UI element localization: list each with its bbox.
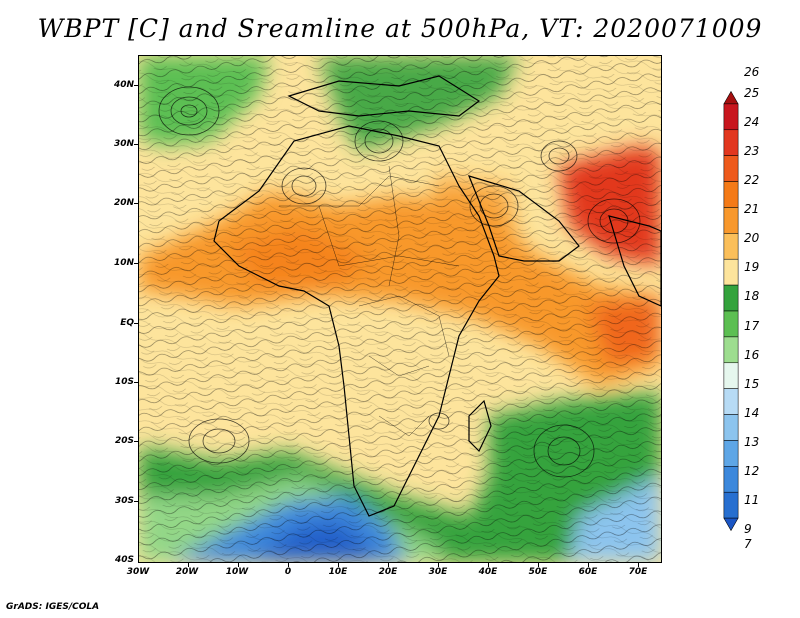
colorbar-label: 12 [744,464,760,479]
lat-label-20s: 20S [114,436,134,446]
streamlines-secondary [139,56,661,562]
lon-label-50e: 50E [528,567,548,577]
colorbar-label: 19 [744,260,760,275]
colorbar-label: 16 [744,347,760,362]
colorbar-swatch [723,129,739,156]
lat-label-30s: 30S [114,496,134,506]
colorbar-label: 25 [744,85,760,100]
lon-tick [238,563,239,567]
lon-tick [338,563,339,567]
colorbar-label: 26 [744,65,760,79]
colorbar-label: 22 [744,172,760,187]
lat-tick [134,323,138,324]
lat-tick [134,203,138,204]
colorbar-swatch [723,155,739,182]
colorbar-swatch [723,90,739,105]
colorbar-label: 20 [744,231,760,246]
colorbar-swatch [723,233,739,260]
colorbar-swatch [723,362,739,389]
lon-label-10e: 10E [328,567,348,577]
lon-tick [488,563,489,567]
colorbar-swatch [723,310,739,338]
lon-tick [288,563,289,567]
lat-tick [134,382,138,383]
country-borders [279,165,460,437]
lon-label-0: 0 [284,567,292,577]
lat-tick [134,441,138,442]
lon-label-60e: 60E [578,567,598,577]
colorbar-swatch [723,440,739,467]
lon-tick [538,563,539,567]
colorbar-label: 24 [744,114,760,129]
lon-tick [638,563,639,567]
lon-label-30w: 30W [126,567,150,577]
lon-tick [438,563,439,567]
colorbar-label: 17 [744,318,760,333]
wbpt-streamline-map [139,56,661,562]
colorbar-label: 18 [744,289,760,304]
lat-label-10s: 10S [114,377,134,387]
colorbar-swatch [723,181,739,208]
colorbar-swatch [723,284,739,312]
colorbar-label: 7 [744,537,752,551]
colorbar-swatch [723,103,739,131]
lat-label-20n: 20N [113,198,134,208]
colorbar-label: 11 [744,493,760,508]
map-panel [138,55,662,563]
lat-label-30n: 30N [113,139,134,149]
lat-tick [134,144,138,145]
lon-tick [188,563,189,567]
colorbar-swatch [723,491,739,519]
lon-label-10w: 10W [225,567,249,577]
colorbar-label: 9 [744,522,752,537]
colorbar-label: 14 [744,405,760,420]
lat-label-40s: 40S [114,555,134,565]
lat-tick [134,501,138,502]
colorbar-swatch [723,466,739,493]
lat-label-40n: 40N [113,80,134,90]
lon-tick [588,563,589,567]
colorbar-label: 15 [744,376,760,391]
colorbar-swatch [723,517,739,532]
map-title: WBPT [C] and Sreamline at 500hPa, VT: 20… [37,14,763,43]
lon-label-20w: 20W [175,567,199,577]
colorbar-swatch [723,336,739,364]
colorbar-swatch [723,258,739,286]
footer-credit: GrADS: IGES/COLA [6,602,100,612]
lon-label-30e: 30E [428,567,448,577]
colorbar-swatch [723,388,739,415]
colorbar-swatch [723,207,739,234]
lat-label-eq: EQ [120,318,134,328]
colorbar-label: 21 [744,202,760,217]
lon-tick [388,563,389,567]
colorbar-label: 13 [744,435,760,450]
lat-label-10n: 10N [113,258,134,268]
lat-tick [134,85,138,86]
coastlines [213,75,661,517]
lon-label-70e: 70E [628,567,648,577]
colorbar-swatch [723,414,739,441]
lon-label-40e: 40E [478,567,498,577]
colorbar [723,90,739,532]
lat-tick [134,263,138,264]
lon-label-20e: 20E [378,567,398,577]
colorbar-label: 23 [744,143,760,158]
